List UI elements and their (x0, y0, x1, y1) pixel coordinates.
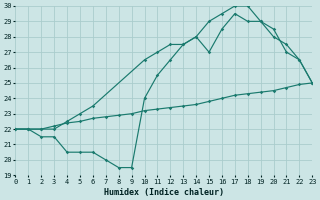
X-axis label: Humidex (Indice chaleur): Humidex (Indice chaleur) (104, 188, 224, 197)
